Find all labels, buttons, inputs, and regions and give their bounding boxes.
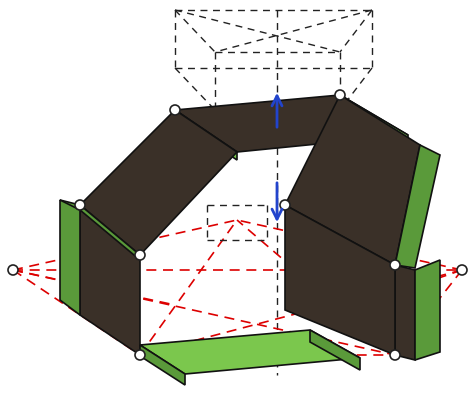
Polygon shape — [80, 110, 237, 255]
Polygon shape — [175, 95, 408, 152]
Circle shape — [390, 260, 400, 270]
Polygon shape — [285, 205, 395, 355]
Polygon shape — [80, 210, 140, 355]
Polygon shape — [395, 265, 415, 360]
Polygon shape — [310, 330, 360, 370]
Polygon shape — [60, 200, 140, 265]
Circle shape — [8, 265, 18, 275]
Polygon shape — [140, 345, 185, 385]
Circle shape — [170, 105, 180, 115]
Polygon shape — [140, 330, 360, 374]
Circle shape — [280, 200, 290, 210]
Polygon shape — [395, 145, 440, 268]
Circle shape — [135, 250, 145, 260]
Polygon shape — [340, 95, 408, 143]
Polygon shape — [285, 95, 420, 265]
Circle shape — [335, 90, 345, 100]
Circle shape — [457, 265, 467, 275]
Polygon shape — [175, 110, 237, 160]
Circle shape — [75, 200, 85, 210]
Circle shape — [135, 350, 145, 360]
Circle shape — [390, 350, 400, 360]
Polygon shape — [60, 200, 80, 315]
Polygon shape — [415, 260, 440, 360]
